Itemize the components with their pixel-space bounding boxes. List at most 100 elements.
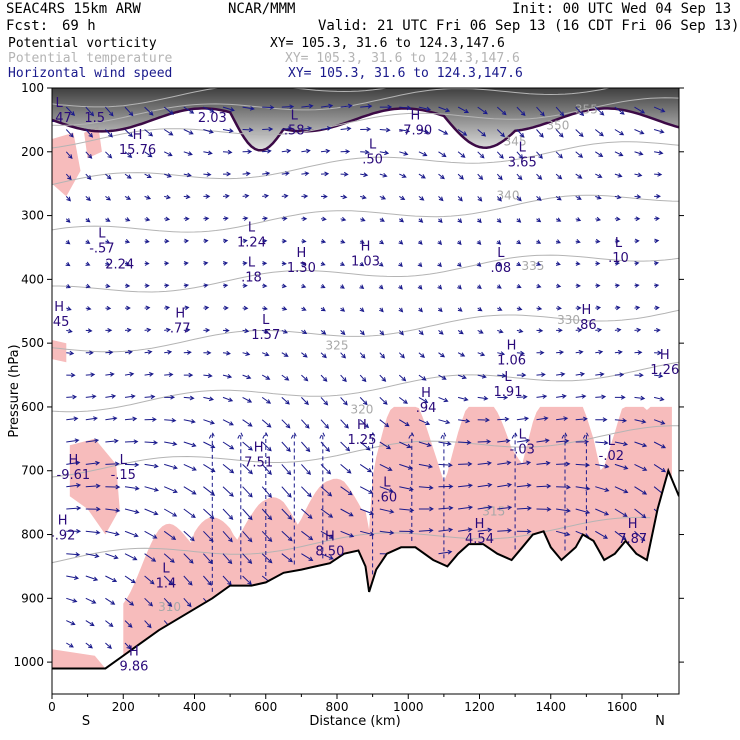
wind-vector	[398, 374, 407, 382]
extremum-low: L3.65	[508, 141, 537, 171]
pv-2pvu-contour	[52, 107, 679, 152]
wind-vector	[301, 374, 309, 382]
wind-vector	[222, 128, 234, 133]
wind-vector	[595, 261, 601, 266]
extremum-value: 4.54	[465, 532, 494, 547]
wind-vector	[301, 329, 308, 334]
wind-vector	[340, 464, 352, 474]
wind-vector	[124, 394, 136, 399]
wind-vector	[183, 129, 194, 135]
wind-vector	[222, 374, 233, 379]
extremum-high: H.86	[576, 303, 597, 333]
wind-vector	[281, 171, 290, 176]
wind-vector	[653, 396, 665, 402]
wind-vector	[85, 106, 95, 117]
extremum-high: H7.51	[244, 440, 273, 470]
wind-vector	[164, 283, 170, 289]
wind-vector	[222, 396, 234, 402]
wind-vector	[124, 597, 135, 606]
wind-vector	[281, 530, 293, 542]
wind-vector	[340, 307, 346, 312]
wind-vector	[536, 129, 544, 138]
wind-vector	[281, 193, 289, 199]
wind-vector	[144, 261, 150, 266]
wind-vector	[124, 129, 133, 138]
wind-vector	[379, 172, 388, 178]
extremum-value: .58	[284, 124, 305, 139]
extremum-low: L1.57	[251, 313, 280, 343]
wind-vector	[203, 508, 215, 520]
wind-vector	[340, 530, 355, 538]
theta-label: 335	[521, 259, 544, 273]
wind-vector	[261, 464, 272, 475]
wind-vector	[222, 305, 229, 311]
extremum-type: L	[383, 475, 391, 490]
wind-vector	[575, 439, 590, 445]
wind-vector	[359, 441, 371, 451]
extremum-value: 1.91	[494, 385, 523, 400]
wind-vector	[379, 397, 388, 405]
south-label: S	[82, 714, 90, 729]
wind-vector	[516, 173, 523, 181]
wind-vector	[555, 530, 571, 537]
x-tick-label: 0	[48, 700, 56, 714]
wind-vector	[477, 173, 484, 181]
wind-vector	[85, 217, 91, 223]
wind-vector	[614, 151, 624, 157]
wind-vector	[65, 218, 71, 223]
theta-contour	[52, 309, 679, 353]
wind-vector	[183, 530, 195, 542]
wind-vector	[262, 261, 268, 266]
wind-vector	[476, 262, 482, 267]
wind-vector	[516, 350, 525, 356]
extremum-value: -9.61	[57, 468, 91, 483]
extremum-value: 2.03	[198, 111, 227, 126]
wind-vector	[418, 374, 427, 381]
wind-vector	[203, 305, 210, 311]
wind-vector	[203, 373, 213, 378]
wind-vector	[281, 261, 287, 266]
wind-vector	[654, 350, 663, 356]
wind-vector	[595, 349, 604, 355]
wind-vector	[437, 240, 442, 246]
theta-label: 345	[504, 134, 527, 148]
wind-vector	[183, 172, 192, 178]
wind-vector	[536, 283, 542, 289]
wind-vector	[203, 441, 216, 449]
extremum-value: 2.24	[105, 258, 134, 273]
extremum-value: -.15	[111, 468, 136, 483]
wind-vector	[281, 126, 293, 132]
wind-vector	[575, 327, 583, 333]
wind-vector	[379, 330, 385, 336]
wind-vector	[457, 374, 467, 380]
wind-vector	[477, 306, 483, 312]
extremum-high: H15.76	[119, 128, 156, 158]
wind-vector	[222, 106, 235, 112]
wind-vector	[301, 486, 312, 498]
wind-vector	[164, 463, 178, 470]
wind-vector	[398, 330, 404, 336]
theta-label: 315	[482, 504, 505, 518]
wind-vector	[634, 151, 644, 156]
wind-vector	[595, 372, 605, 377]
extremum-type: H	[421, 386, 431, 401]
wind-vector	[399, 195, 406, 201]
wind-vector	[242, 328, 250, 334]
field-wind-name: Horizontal wind speed	[8, 66, 173, 81]
extremum-type: H	[410, 109, 420, 124]
wind-vector	[222, 149, 233, 155]
wind-vector	[144, 129, 154, 137]
wind-vector	[398, 307, 404, 313]
wind-vector	[144, 151, 153, 158]
wind-vector	[163, 508, 178, 517]
wind-vector	[516, 529, 532, 534]
field-theta-xy: XY= 105.3, 31.6 to 124.3,147.6	[285, 51, 520, 66]
wind-vector	[379, 239, 385, 245]
wind-vector	[340, 126, 352, 132]
wind-vector	[222, 441, 235, 450]
wind-vector	[85, 438, 100, 443]
wind-vector	[418, 106, 432, 112]
y-tick-label: 500	[21, 336, 44, 350]
wind-vector	[144, 575, 155, 585]
